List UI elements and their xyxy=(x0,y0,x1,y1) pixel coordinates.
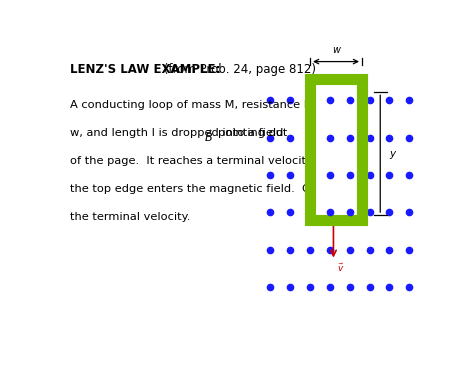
Text: of the page.  It reaches a terminal velocity before: of the page. It reaches a terminal veloc… xyxy=(70,156,354,166)
Text: A conducting loop of mass M, resistance R, width: A conducting loop of mass M, resistance … xyxy=(70,100,351,110)
Text: (from Prob. 24, page 812): (from Prob. 24, page 812) xyxy=(160,64,316,77)
Bar xyxy=(310,79,362,220)
Text: $\vec{v}$: $\vec{v}$ xyxy=(337,262,345,274)
Text: $\vec{B}$: $\vec{B}$ xyxy=(204,128,213,144)
Text: LENZ'S LAW EXAMPLE:: LENZ'S LAW EXAMPLE: xyxy=(70,64,220,77)
Text: pointing out: pointing out xyxy=(218,128,287,138)
Text: the terminal velocity.: the terminal velocity. xyxy=(70,212,191,222)
Text: w, and length l is dropped into a field: w, and length l is dropped into a field xyxy=(70,128,287,138)
Text: y: y xyxy=(390,149,395,159)
Text: the top edge enters the magnetic field.  Calculate: the top edge enters the magnetic field. … xyxy=(70,184,356,194)
Text: w: w xyxy=(332,45,340,54)
Bar xyxy=(310,79,362,220)
